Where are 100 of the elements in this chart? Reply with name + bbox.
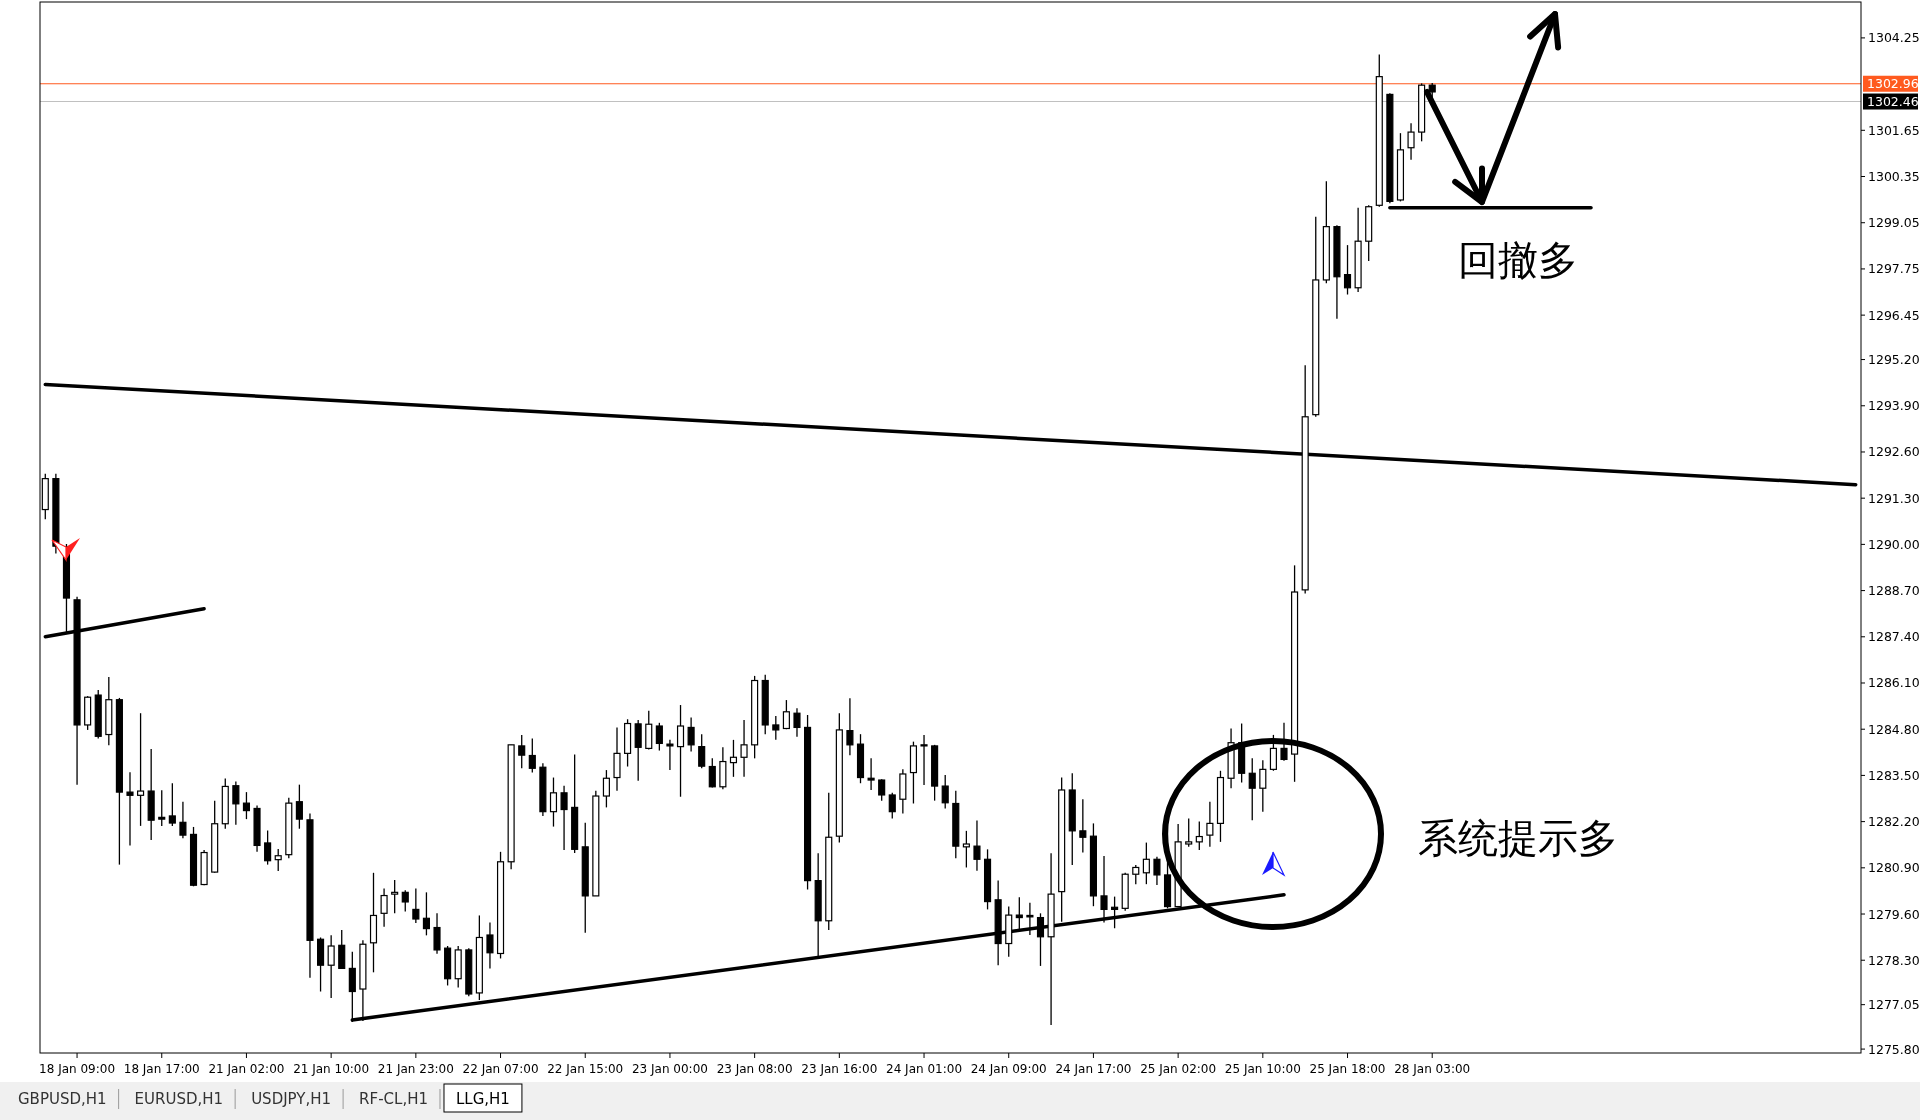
candlestick: [137, 712, 145, 827]
x-tick-label: 23 Jan 16:00: [801, 1062, 878, 1076]
candlestick: [878, 778, 886, 802]
y-tick-label: 1286.10: [1868, 675, 1920, 691]
candlestick: [920, 734, 928, 786]
candlestick: [1259, 759, 1267, 813]
candlestick: [327, 934, 335, 999]
candlestick: [1185, 817, 1193, 848]
y-tick-label: 1290.00: [1868, 536, 1920, 552]
candlestick: [962, 830, 970, 869]
candlestick: [698, 733, 706, 769]
candlestick: [676, 704, 685, 798]
candlestick: [295, 784, 303, 830]
candlestick: [729, 739, 738, 778]
annotation: 回撤多: [1458, 238, 1578, 283]
candlestick: [1206, 801, 1214, 848]
x-tick-label: 22 Jan 07:00: [462, 1062, 539, 1076]
y-tick-label: 1296.45: [1868, 307, 1920, 323]
x-tick-label: 23 Jan 08:00: [716, 1062, 793, 1076]
candlestick: [888, 792, 896, 820]
y-tick-label: 1295.20: [1868, 352, 1920, 368]
x-tick-label: 21 Jan 10:00: [293, 1062, 370, 1076]
candlestick: [1269, 734, 1277, 772]
candlestick: [158, 789, 166, 827]
y-tick-label: 1304.25: [1868, 30, 1920, 46]
text: GBPUSD,H1: [18, 1090, 107, 1108]
x-tick-label: 21 Jan 23:00: [377, 1062, 454, 1076]
candlestick: [412, 887, 420, 924]
candlestick: [708, 757, 716, 789]
x-tick-label: 28 Jan 03:00: [1394, 1062, 1471, 1076]
ref-line-label: 1302.46: [1867, 94, 1919, 110]
text: USDJPY,H1: [251, 1090, 332, 1108]
ref-line-label: 1302.96: [1867, 76, 1919, 92]
candlestick: [528, 737, 536, 774]
candlestick: [1142, 841, 1150, 885]
candlestick: [1153, 856, 1161, 886]
candlestick: [232, 780, 240, 826]
x-tick-label: 25 Jan 10:00: [1224, 1062, 1301, 1076]
candlestick: [560, 785, 568, 851]
candlestick: [772, 715, 780, 741]
text: RF-CL,H1: [359, 1090, 428, 1108]
text: LLG,H1: [455, 1090, 510, 1108]
x-tick-label: 21 Jan 02:00: [208, 1062, 285, 1076]
y-tick-label: 1291.30: [1868, 490, 1920, 506]
candlestick: [1015, 896, 1023, 932]
candlestick: [1132, 864, 1140, 885]
x-tick-label: 24 Jan 09:00: [970, 1062, 1047, 1076]
candlestick: [518, 734, 526, 769]
y-tick-label: 1301.65: [1868, 122, 1920, 138]
x-tick-label: 23 Jan 00:00: [631, 1062, 708, 1076]
candlestick: [1036, 912, 1045, 967]
text: EURUSD,H1: [134, 1090, 224, 1108]
candlestick: [168, 782, 176, 827]
candlestick: [687, 716, 695, 753]
candlestick: [782, 699, 790, 730]
x-tick-label: 22 Jan 15:00: [547, 1062, 624, 1076]
candlestick: [1280, 722, 1288, 762]
y-tick-label: 1279.60: [1868, 906, 1920, 922]
candlestick: [486, 921, 494, 970]
candlestick: [634, 719, 642, 782]
candlestick: [867, 757, 875, 791]
y-tick-label: 1282.20: [1868, 814, 1920, 830]
candlestick: [549, 776, 558, 828]
candlestick: [264, 829, 272, 866]
x-tick-label: 25 Jan 02:00: [1140, 1062, 1217, 1076]
x-tick-label: 25 Jan 18:00: [1309, 1062, 1386, 1076]
y-tick-label: 1297.75: [1868, 261, 1920, 277]
y-tick-label: 1300.35: [1868, 169, 1920, 185]
x-tick-label: 24 Jan 17:00: [1055, 1062, 1132, 1076]
candlestick: [740, 719, 748, 778]
y-tick-label: 1293.90: [1868, 398, 1920, 414]
candlestick: [1248, 757, 1256, 821]
y-tick-label: 1278.30: [1868, 952, 1920, 968]
y-tick-label: 1288.70: [1868, 583, 1920, 599]
y-tick-label: 1277.05: [1868, 997, 1920, 1013]
candlestick: [380, 887, 388, 928]
candlestick: [602, 769, 610, 809]
candlestick: [401, 889, 409, 913]
candlestick: [793, 707, 801, 738]
candlestick: [666, 739, 674, 771]
x-tick-label: 18 Jan 09:00: [39, 1062, 116, 1076]
candlestick: [1026, 902, 1034, 936]
candlestick: [274, 848, 282, 872]
candlestick: [941, 774, 949, 810]
candlestick: [422, 891, 430, 936]
candlestick: [1407, 122, 1415, 161]
y-tick-label: 1299.05: [1868, 215, 1920, 231]
candlestick: [391, 879, 399, 914]
x-tick-label: 18 Jan 17:00: [123, 1062, 200, 1076]
candlestick: [1343, 244, 1352, 296]
candlestick: [1195, 820, 1203, 851]
candlestick: [1079, 798, 1087, 854]
candlestick: [338, 929, 346, 970]
candlestick: [655, 722, 663, 752]
y-tick-label: 1275.80: [1868, 1041, 1920, 1057]
y-tick-label: 1292.60: [1868, 444, 1920, 460]
candlestick: [846, 697, 854, 756]
y-tick-label: 1287.40: [1868, 629, 1920, 645]
candlestick: [179, 801, 187, 839]
candlestick: [973, 819, 981, 872]
